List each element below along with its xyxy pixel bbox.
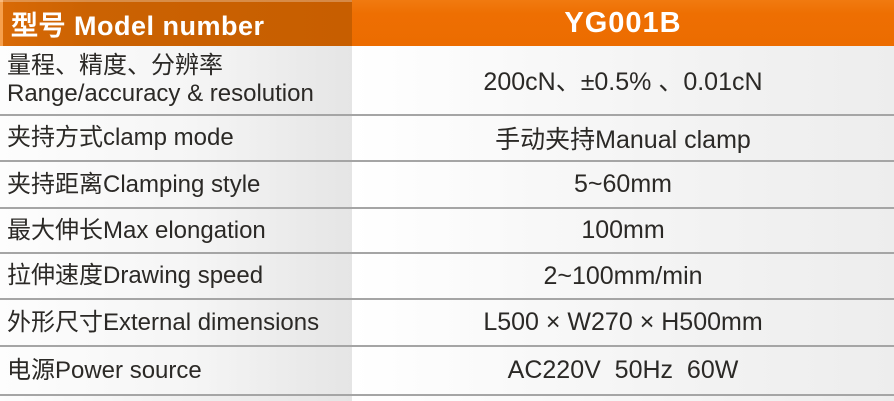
spec-row-range: 量程、精度、分辨率 Range/accuracy & resolution 20… (0, 46, 894, 114)
spec-label-line1: 拉伸速度Drawing speed (7, 262, 264, 290)
spec-row-external-dimensions: 外形尺寸External dimensions L500 × W270 × H5… (0, 298, 894, 345)
spec-label-line1: 外形尺寸External dimensions (7, 308, 320, 336)
parameter-header-label: 型号 Model number (11, 10, 265, 41)
table-bottom-strip (0, 394, 894, 401)
spec-label-line1: 量程、精度、分辨率 (7, 52, 223, 80)
spec-label: 夹持距离Clamping style (0, 162, 352, 207)
spec-label: 夹持方式clamp mode (0, 116, 352, 160)
bottom-strip-left (0, 396, 352, 401)
header-cell-parameter: 型号 Model number (0, 0, 352, 46)
spec-label: 最大伸长Max elongation (0, 209, 352, 252)
table-header-row: 型号 Model number YG001B (0, 0, 894, 46)
model-number-value: YG001B (564, 6, 682, 39)
spec-row-power-source: 电源Power source AC220V 50Hz 60W (0, 345, 894, 394)
spec-value: 200cN、±0.5% 、0.01cN (352, 46, 894, 114)
spec-label: 外形尺寸External dimensions (0, 300, 352, 345)
spec-value: AC220V 50Hz 60W (352, 347, 894, 394)
spec-row-clamp-mode: 夹持方式clamp mode 手动夹持Manual clamp (0, 114, 894, 160)
spec-label-line1: 电源Power source (7, 356, 202, 384)
spec-label: 电源Power source (0, 347, 352, 394)
spec-label-line1: 最大伸长Max elongation (7, 216, 266, 244)
spec-row-max-elongation: 最大伸长Max elongation 100mm (0, 207, 894, 252)
spec-label-line1: 夹持方式clamp mode (7, 124, 234, 152)
header-cell-model: YG001B (352, 0, 894, 46)
spec-row-drawing-speed: 拉伸速度Drawing speed 2~100mm/min (0, 252, 894, 298)
spec-value: 5~60mm (352, 162, 894, 207)
spec-row-clamping-style: 夹持距离Clamping style 5~60mm (0, 160, 894, 207)
spec-value: 100mm (352, 209, 894, 252)
spec-label: 拉伸速度Drawing speed (0, 254, 352, 298)
spec-value: 2~100mm/min (352, 254, 894, 298)
spec-label-line2: Range/accuracy & resolution (7, 80, 314, 107)
spec-value: L500 × W270 × H500mm (352, 300, 894, 345)
spec-label: 量程、精度、分辨率 Range/accuracy & resolution (0, 46, 352, 114)
spec-value: 手动夹持Manual clamp (352, 116, 894, 160)
spec-label-line1: 夹持距离Clamping style (7, 170, 261, 198)
bottom-strip-right (352, 396, 894, 401)
